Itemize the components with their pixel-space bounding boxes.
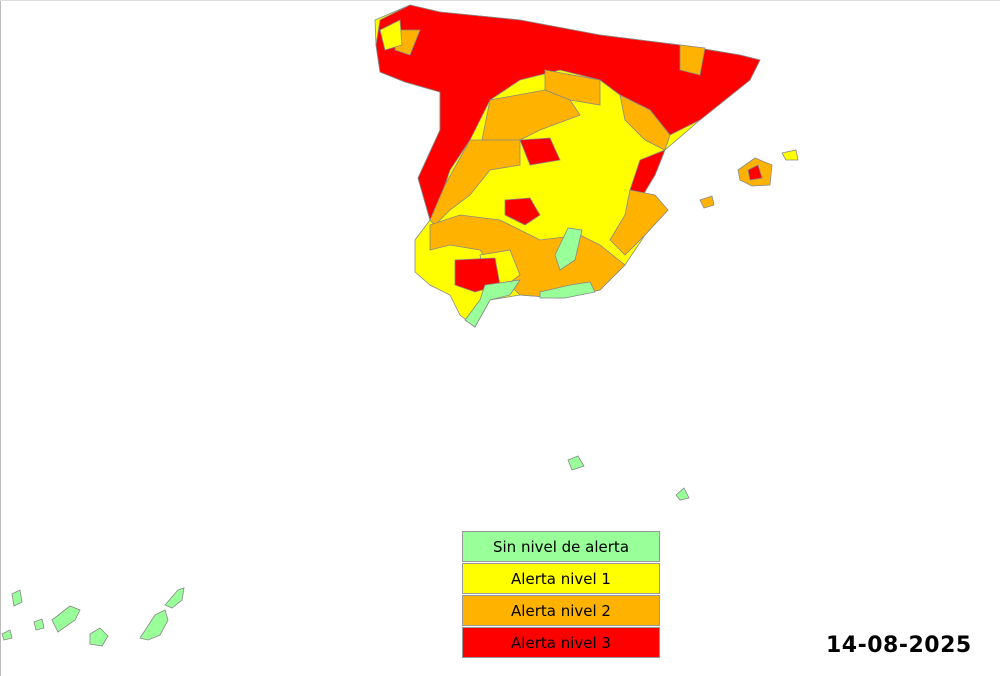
- legend: Sin nivel de alerta Alerta nivel 1 Alerta …: [462, 531, 660, 659]
- island: [51, 605, 81, 633]
- region: [539, 281, 596, 299]
- region: [679, 44, 706, 76]
- island: [675, 487, 690, 501]
- legend-entry: Alerta nivel 1: [462, 563, 660, 594]
- legend-entry: Alerta nivel 3: [462, 627, 660, 658]
- region: [504, 197, 541, 226]
- island: [567, 455, 585, 471]
- island: [164, 587, 185, 609]
- island: [1, 629, 13, 641]
- region: [544, 69, 601, 106]
- island: [89, 627, 109, 647]
- date: 14-08-2025: [826, 633, 972, 658]
- region: [464, 279, 521, 328]
- legend-entry: Sin nivel de alerta: [462, 531, 660, 562]
- region: [375, 4, 761, 222]
- region: [609, 189, 669, 256]
- island: [33, 618, 45, 631]
- island: [781, 149, 799, 161]
- island: [139, 609, 169, 641]
- region: [379, 19, 403, 51]
- legend-entry: Alerta nivel 2: [462, 595, 660, 626]
- region: [554, 227, 583, 271]
- island: [699, 195, 715, 209]
- region: [519, 137, 561, 166]
- region: [429, 139, 521, 226]
- island: [747, 164, 763, 181]
- island: [11, 589, 23, 607]
